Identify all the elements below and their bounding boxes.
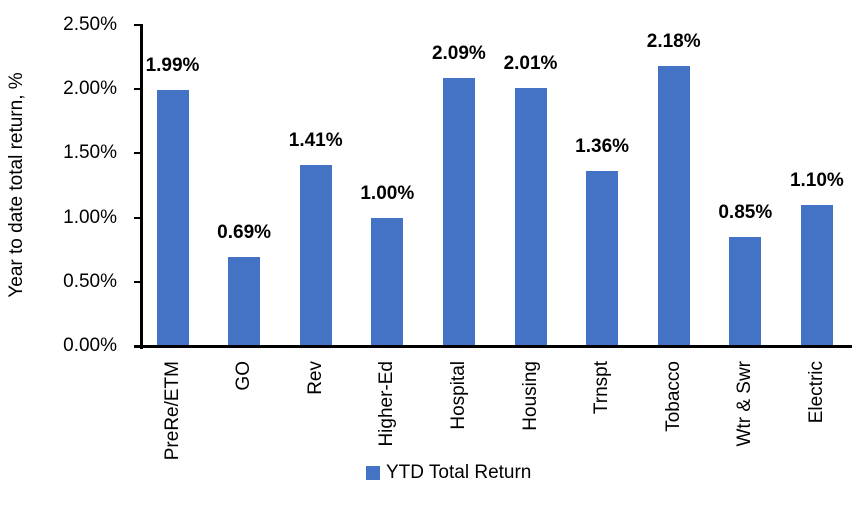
bar	[729, 236, 762, 345]
bar-value-label: 1.41%	[288, 129, 343, 151]
x-category-label: PreRe/ETM	[161, 361, 183, 461]
x-category-label: Higher-Ed	[376, 361, 398, 447]
bar	[371, 217, 404, 345]
bar-value-label: 1.10%	[789, 169, 844, 191]
y-tick-mark	[134, 88, 140, 91]
y-tick-mark	[134, 152, 140, 155]
x-category-label: Wtr & Swr	[734, 361, 756, 447]
x-category-label: Hospital	[447, 361, 469, 430]
x-category-label: Trnspt	[591, 361, 613, 415]
y-tick-label: 1.50%	[63, 142, 117, 164]
legend-swatch-icon	[366, 466, 380, 480]
x-category-label: Rev	[304, 361, 326, 395]
y-tick-label: 0.50%	[63, 270, 117, 292]
bar	[156, 90, 189, 345]
bar	[228, 257, 261, 345]
bar-value-label: 1.00%	[360, 182, 415, 204]
bar	[586, 171, 619, 345]
bar	[657, 66, 690, 345]
bar-value-label: 0.69%	[217, 222, 272, 244]
y-tick-mark	[134, 345, 140, 347]
y-tick-label: 0.00%	[63, 335, 117, 356]
legend: YTD Total Return	[366, 461, 531, 485]
y-tick-mark	[134, 24, 140, 26]
x-category-label: GO	[233, 361, 255, 391]
bar-value-label: 1.99%	[145, 55, 200, 77]
y-tick-mark	[134, 280, 140, 283]
bar	[514, 87, 547, 345]
bar	[800, 204, 833, 345]
y-axis-title: Year to date total return, %	[6, 72, 27, 298]
bar-value-label: 2.09%	[431, 42, 486, 64]
legend-label: YTD Total Return	[386, 462, 532, 483]
bar-value-label: 2.18%	[646, 31, 701, 53]
y-tick-mark	[134, 216, 140, 219]
bar	[299, 164, 332, 345]
x-category-label: Housing	[519, 361, 541, 431]
bar-value-label: 0.85%	[718, 201, 773, 223]
y-tick-label: 2.50%	[63, 14, 117, 35]
x-category-label: Tobacco	[662, 361, 684, 432]
x-axis-line	[134, 345, 852, 348]
x-category-label: Electric	[805, 361, 827, 424]
bar-value-label: 2.01%	[503, 52, 558, 74]
y-tick-label: 1.00%	[63, 206, 117, 228]
y-tick-label: 2.00%	[63, 78, 117, 100]
y-axis-line	[140, 24, 143, 349]
bar-value-label: 1.36%	[575, 136, 630, 158]
bar	[442, 77, 475, 345]
